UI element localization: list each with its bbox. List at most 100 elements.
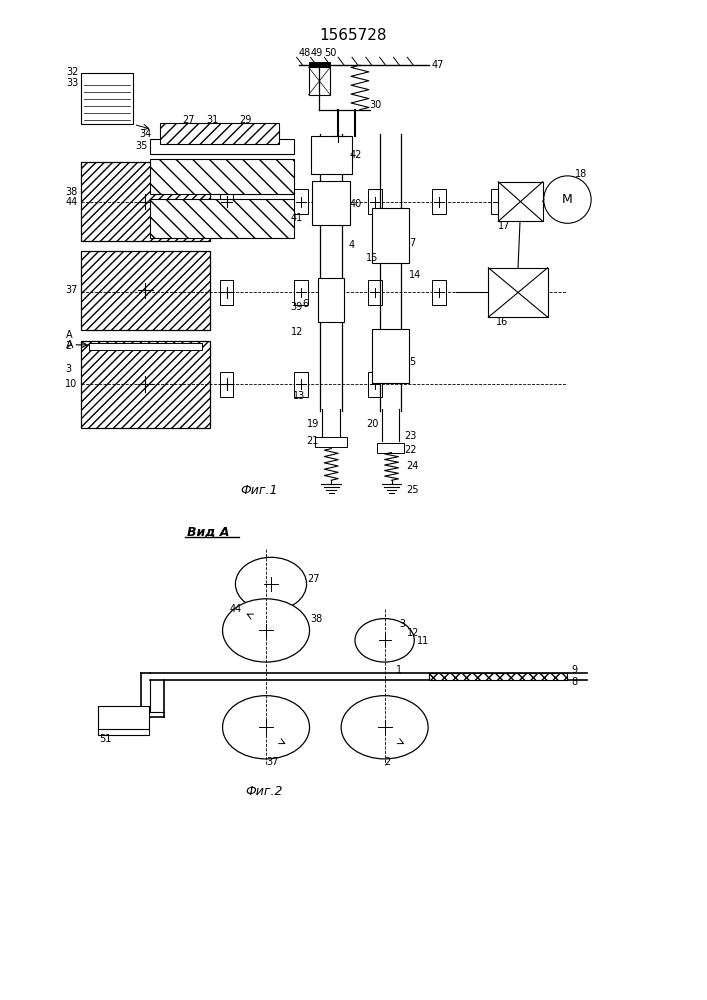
Text: 5: 5: [409, 357, 416, 367]
Text: 15: 15: [366, 253, 378, 263]
Text: 47: 47: [431, 60, 443, 70]
Text: 3: 3: [399, 619, 406, 629]
Text: 3: 3: [66, 364, 71, 374]
Text: 33: 33: [66, 78, 78, 88]
Text: 27: 27: [308, 574, 320, 584]
Text: 8: 8: [571, 677, 578, 687]
Bar: [293, 189, 308, 214]
Text: 27: 27: [182, 115, 194, 125]
Bar: [310, 136, 352, 174]
Text: 4: 4: [348, 240, 354, 250]
Text: 16: 16: [496, 317, 508, 327]
Ellipse shape: [355, 619, 414, 662]
Ellipse shape: [341, 696, 428, 759]
Bar: [220, 372, 233, 397]
Circle shape: [544, 176, 591, 223]
Text: 18: 18: [575, 169, 588, 179]
Bar: [372, 208, 409, 263]
Text: 19: 19: [307, 419, 319, 429]
Text: Фиг.1: Фиг.1: [240, 484, 278, 497]
Bar: [372, 329, 409, 383]
Bar: [220, 189, 233, 214]
Text: 39: 39: [291, 302, 303, 312]
Text: 7: 7: [409, 238, 416, 248]
Text: 10: 10: [66, 379, 78, 389]
Text: 32: 32: [66, 67, 78, 77]
Text: 25: 25: [407, 485, 419, 495]
Text: М: М: [562, 193, 573, 206]
Bar: [293, 280, 308, 305]
Text: А: А: [66, 340, 73, 350]
Text: 51: 51: [99, 734, 112, 744]
Bar: [377, 443, 404, 453]
Text: 14: 14: [409, 270, 421, 280]
Text: Фиг.2: Фиг.2: [245, 785, 283, 798]
Bar: [368, 372, 382, 397]
Bar: [160, 123, 279, 144]
Bar: [491, 189, 506, 214]
Text: 42: 42: [350, 150, 363, 160]
Text: 38: 38: [310, 614, 323, 624]
Text: 12: 12: [407, 628, 420, 638]
Text: 13: 13: [293, 391, 305, 401]
Text: 44: 44: [230, 604, 242, 614]
Bar: [293, 372, 308, 397]
Text: 29: 29: [240, 115, 252, 125]
Bar: [98, 706, 149, 735]
Ellipse shape: [223, 696, 310, 759]
Text: Вид А: Вид А: [187, 525, 229, 538]
Bar: [308, 67, 330, 95]
Text: 34: 34: [139, 129, 152, 139]
Ellipse shape: [235, 557, 307, 611]
Bar: [81, 341, 210, 428]
Bar: [368, 280, 382, 305]
Text: 1565728: 1565728: [320, 28, 387, 43]
Text: 9: 9: [571, 665, 578, 675]
Text: 48: 48: [298, 48, 311, 58]
Bar: [498, 182, 543, 221]
Bar: [312, 181, 350, 225]
Bar: [368, 189, 382, 214]
Text: 11: 11: [417, 636, 429, 646]
Text: 23: 23: [404, 431, 416, 441]
Text: 37: 37: [266, 757, 279, 767]
Bar: [81, 251, 210, 330]
Text: 35: 35: [136, 141, 148, 151]
Bar: [432, 280, 446, 305]
Text: 31: 31: [206, 115, 219, 125]
Text: 21: 21: [307, 436, 319, 446]
Bar: [220, 280, 233, 305]
Bar: [308, 62, 330, 67]
Text: 49: 49: [310, 48, 323, 58]
Bar: [491, 280, 506, 305]
Ellipse shape: [223, 599, 310, 662]
Text: 2: 2: [66, 341, 71, 351]
Bar: [89, 343, 201, 350]
Text: 12: 12: [291, 327, 303, 337]
Text: 41: 41: [291, 213, 303, 223]
Text: 17: 17: [498, 221, 510, 231]
Bar: [318, 278, 344, 322]
Text: 2: 2: [385, 757, 391, 767]
Text: 30: 30: [370, 100, 382, 110]
Text: 40: 40: [350, 199, 362, 209]
Text: 44: 44: [66, 197, 78, 207]
Text: 24: 24: [407, 461, 419, 471]
Text: 20: 20: [366, 419, 378, 429]
Text: 1: 1: [395, 665, 402, 675]
Bar: [489, 268, 548, 317]
Bar: [151, 199, 293, 238]
Bar: [151, 139, 293, 154]
Bar: [432, 189, 446, 214]
Bar: [151, 159, 293, 194]
Text: 50: 50: [325, 48, 337, 58]
Text: 22: 22: [404, 445, 417, 455]
Bar: [315, 437, 347, 447]
Bar: [81, 73, 133, 124]
Text: 37: 37: [66, 285, 78, 295]
Bar: [81, 162, 210, 241]
Text: A: A: [66, 330, 72, 340]
Bar: [429, 673, 568, 680]
Text: 38: 38: [66, 187, 78, 197]
Text: 6: 6: [303, 299, 309, 309]
